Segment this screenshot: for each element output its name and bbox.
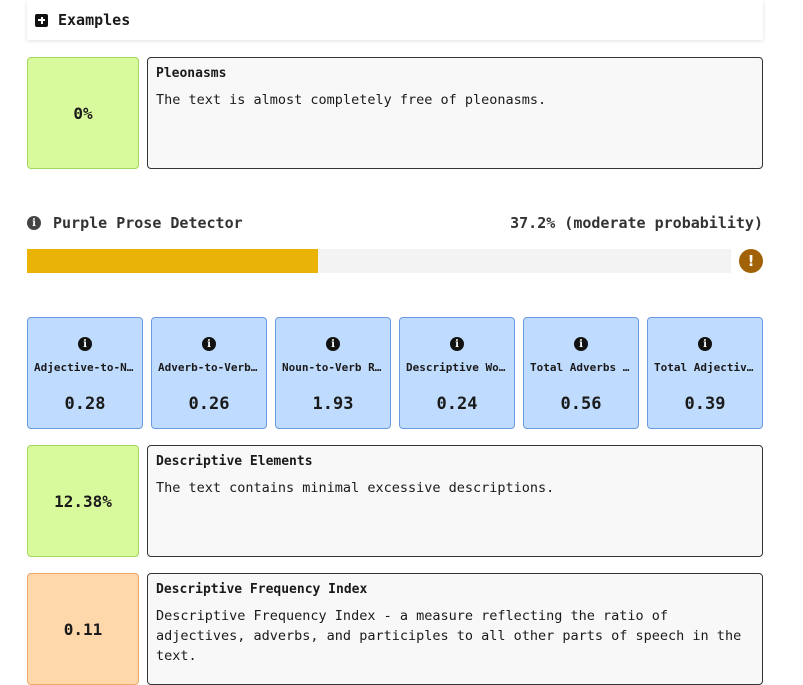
examples-label: Examples [58, 11, 131, 29]
stat-label: Total Adverbs Ratio [530, 361, 632, 374]
detector-title: Purple Prose Detector [53, 214, 243, 232]
stat-cards: i Adjective-to-Noun Ratio 0.28 i Adverb-to-V… [27, 317, 763, 429]
warning-icon[interactable]: ! [739, 249, 763, 273]
stat-label: Adverb-to-Verb Ratio [158, 361, 260, 374]
descriptive-elements-title: Descriptive Elements [156, 454, 313, 469]
descriptive-elements-text: The text contains minimal excessive desc… [156, 480, 555, 496]
pleonasms-metric: 0% Pleonasms The text is almost complete… [27, 57, 763, 169]
examples-toggle[interactable]: Examples [27, 0, 763, 40]
pleonasms-description-box: Pleonasms The text is almost completely … [147, 57, 763, 169]
stat-card: i Total Adjectives Ratio 0.39 [647, 317, 763, 429]
stat-value: 0.28 [64, 394, 106, 414]
descriptive-elements-description-box: Descriptive Elements The text contains m… [147, 445, 763, 557]
info-icon[interactable]: i [450, 337, 464, 351]
pleonasms-title: Pleonasms [156, 66, 227, 81]
detector-progress-fill [27, 249, 318, 273]
stat-label: Adjective-to-Noun Ratio [34, 361, 136, 374]
pleonasms-text: The text is almost completely free of pl… [156, 92, 547, 108]
descriptive-frequency-score: 0.11 [27, 573, 139, 685]
info-icon[interactable]: i [698, 337, 712, 351]
plus-square-icon [35, 13, 48, 27]
stat-card: i Adjective-to-Noun Ratio 0.28 [27, 317, 143, 429]
stat-value: 0.56 [560, 394, 602, 414]
stat-card: i Adverb-to-Verb Ratio 0.26 [151, 317, 267, 429]
detector-progress-bar [27, 249, 731, 273]
descriptive-frequency-title: Descriptive Frequency Index [156, 582, 368, 597]
info-icon[interactable]: i [202, 337, 216, 351]
descriptive-frequency-text: Descriptive Frequency Index - a measure … [156, 608, 742, 664]
info-icon[interactable]: i [27, 216, 41, 230]
stat-value: 0.39 [684, 394, 726, 414]
stat-card: i Noun-to-Verb Ratio 1.93 [275, 317, 391, 429]
info-icon[interactable]: i [574, 337, 588, 351]
info-icon[interactable]: i [78, 337, 92, 351]
descriptive-elements-score: 12.38% [27, 445, 139, 557]
stat-label: Noun-to-Verb Ratio [282, 361, 384, 374]
pleonasms-score: 0% [27, 57, 139, 169]
descriptive-frequency-description-box: Descriptive Frequency Index Descriptive … [147, 573, 763, 685]
descriptive-elements-metric: 12.38% Descriptive Elements The text con… [27, 445, 763, 557]
stat-card: i Descriptive Words Ratio 0.24 [399, 317, 515, 429]
stat-card: i Total Adverbs Ratio 0.56 [523, 317, 639, 429]
stat-label: Total Adjectives Ratio [654, 361, 756, 374]
purple-prose-detector-header: i Purple Prose Detector 37.2% (moderate … [27, 210, 763, 236]
stat-value: 1.93 [312, 394, 354, 414]
stat-value: 0.24 [436, 394, 478, 414]
detector-value: 37.2% (moderate probability) [510, 214, 763, 232]
descriptive-frequency-metric: 0.11 Descriptive Frequency Index Descrip… [27, 573, 763, 685]
info-icon[interactable]: i [326, 337, 340, 351]
stat-value: 0.26 [188, 394, 230, 414]
stat-label: Descriptive Words Ratio [406, 361, 508, 374]
